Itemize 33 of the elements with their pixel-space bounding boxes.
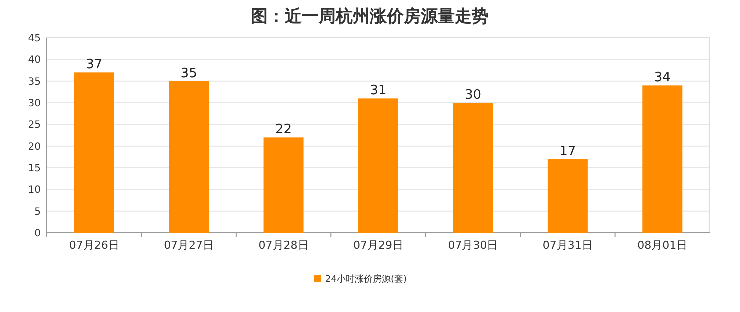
x-tick-label: 08月01日 (638, 239, 688, 252)
bar (358, 98, 398, 233)
bar (453, 103, 494, 233)
x-tick-label: 07月29日 (354, 239, 404, 252)
bar (169, 81, 210, 233)
data-label: 31 (370, 84, 387, 99)
y-tick-label: 25 (28, 120, 41, 132)
data-label: 35 (180, 66, 198, 82)
data-label: 22 (276, 122, 292, 138)
y-tick-label: 5 (34, 206, 41, 218)
y-tick-label: 45 (28, 34, 41, 44)
data-label: 34 (654, 70, 671, 86)
y-tick-label: 0 (34, 228, 41, 240)
x-tick-label: 07月27日 (164, 239, 214, 252)
bar (548, 159, 588, 233)
legend-label: 24小时涨价房源(套) (326, 274, 407, 285)
data-label: 30 (464, 88, 482, 103)
y-tick-label: 15 (28, 164, 41, 174)
x-tick-label: 07月26日 (69, 239, 120, 252)
bar (74, 72, 114, 233)
bar (642, 86, 683, 233)
y-tick-label: 10 (28, 185, 41, 196)
x-tick-label: 07月31日 (542, 239, 593, 252)
chart-title: 图：近一周杭州涨价房源量走势 (251, 7, 489, 27)
data-label: 17 (560, 144, 576, 160)
y-tick-label: 35 (28, 76, 41, 88)
data-label: 37 (86, 58, 103, 73)
x-tick-label: 07月28日 (258, 239, 309, 252)
x-tick-label: 07月30日 (448, 239, 498, 252)
y-tick-label: 30 (28, 98, 41, 110)
bar (264, 138, 304, 233)
y-tick-label: 20 (28, 142, 41, 153)
y-tick-label: 40 (28, 55, 41, 66)
